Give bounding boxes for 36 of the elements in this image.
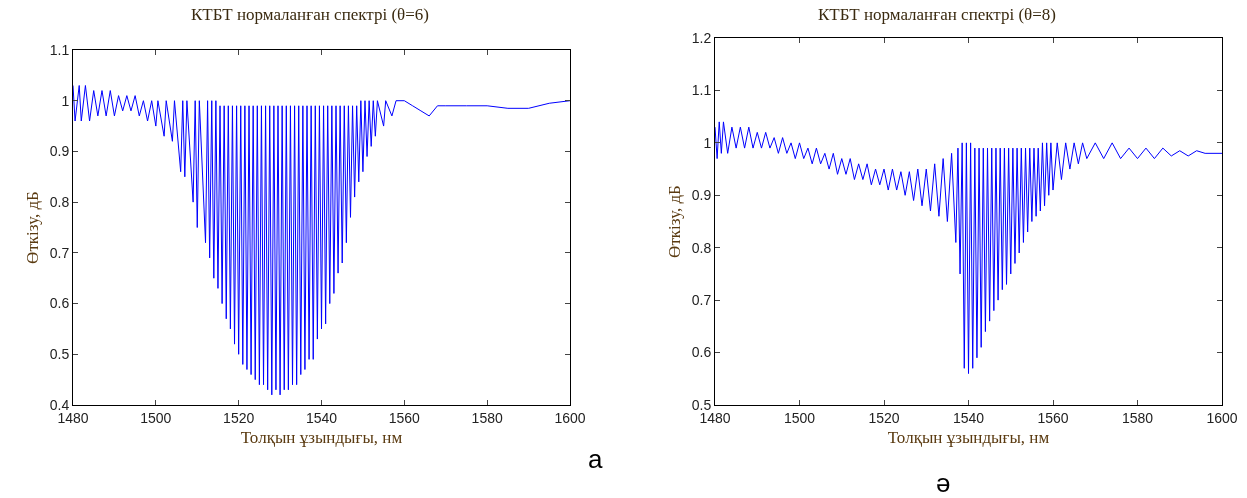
x-tick-label: 1540 (952, 409, 985, 426)
x-axis-title: Толқын ұзындығы, нм (887, 428, 1050, 448)
y-tick-label: 1.2 (691, 29, 712, 46)
x-axis-title: Толқын ұзындығы, нм (240, 428, 403, 448)
y-tick-label: 1 (61, 92, 70, 109)
y-tick-label: 1 (703, 134, 712, 151)
text: ә (936, 468, 951, 498)
x-tick-label: 1600 (1206, 409, 1238, 426)
y-tick-label: 0.9 (691, 187, 712, 204)
y-axis-title: Өткізу, дБ (23, 191, 43, 264)
y-tick-label: 0.7 (691, 292, 712, 309)
x-tick-label: 1540 (305, 409, 338, 426)
line-series (715, 121, 1222, 375)
y-tick-label: 0.5 (49, 346, 70, 363)
y-tick-label: 0.6 (49, 295, 70, 312)
chart-title: КТБТ нормаланған спектрі (θ=8) (818, 4, 1056, 24)
y-tick-label: 1.1 (691, 82, 712, 99)
chart-title: КТБТ нормаланған спектрі (θ=6) (191, 4, 429, 24)
y-tick-label: 1.1 (49, 41, 70, 58)
x-tick-label: 1520 (868, 409, 900, 426)
x-tick-label: 1520 (223, 409, 255, 426)
y-tick-label: 0.7 (49, 244, 70, 261)
text: а (588, 444, 603, 474)
y-tick-label: 0.8 (49, 194, 70, 211)
y-axis-title: Өткізу, дБ (665, 185, 685, 258)
x-tick-label: 1500 (140, 409, 172, 426)
x-tick-label: 1580 (1121, 409, 1154, 426)
y-tick-label: 0.8 (691, 239, 712, 256)
x-tick-label: 1500 (783, 409, 816, 426)
x-tick-label: 1560 (1037, 409, 1069, 426)
x-tick-label: 1600 (554, 409, 586, 426)
y-tick-label: 0.9 (49, 143, 70, 160)
x-tick-label: 1580 (471, 409, 503, 426)
line-series (73, 85, 570, 396)
x-tick-label: 1560 (388, 409, 421, 426)
y-tick-label: 0.6 (691, 344, 712, 361)
